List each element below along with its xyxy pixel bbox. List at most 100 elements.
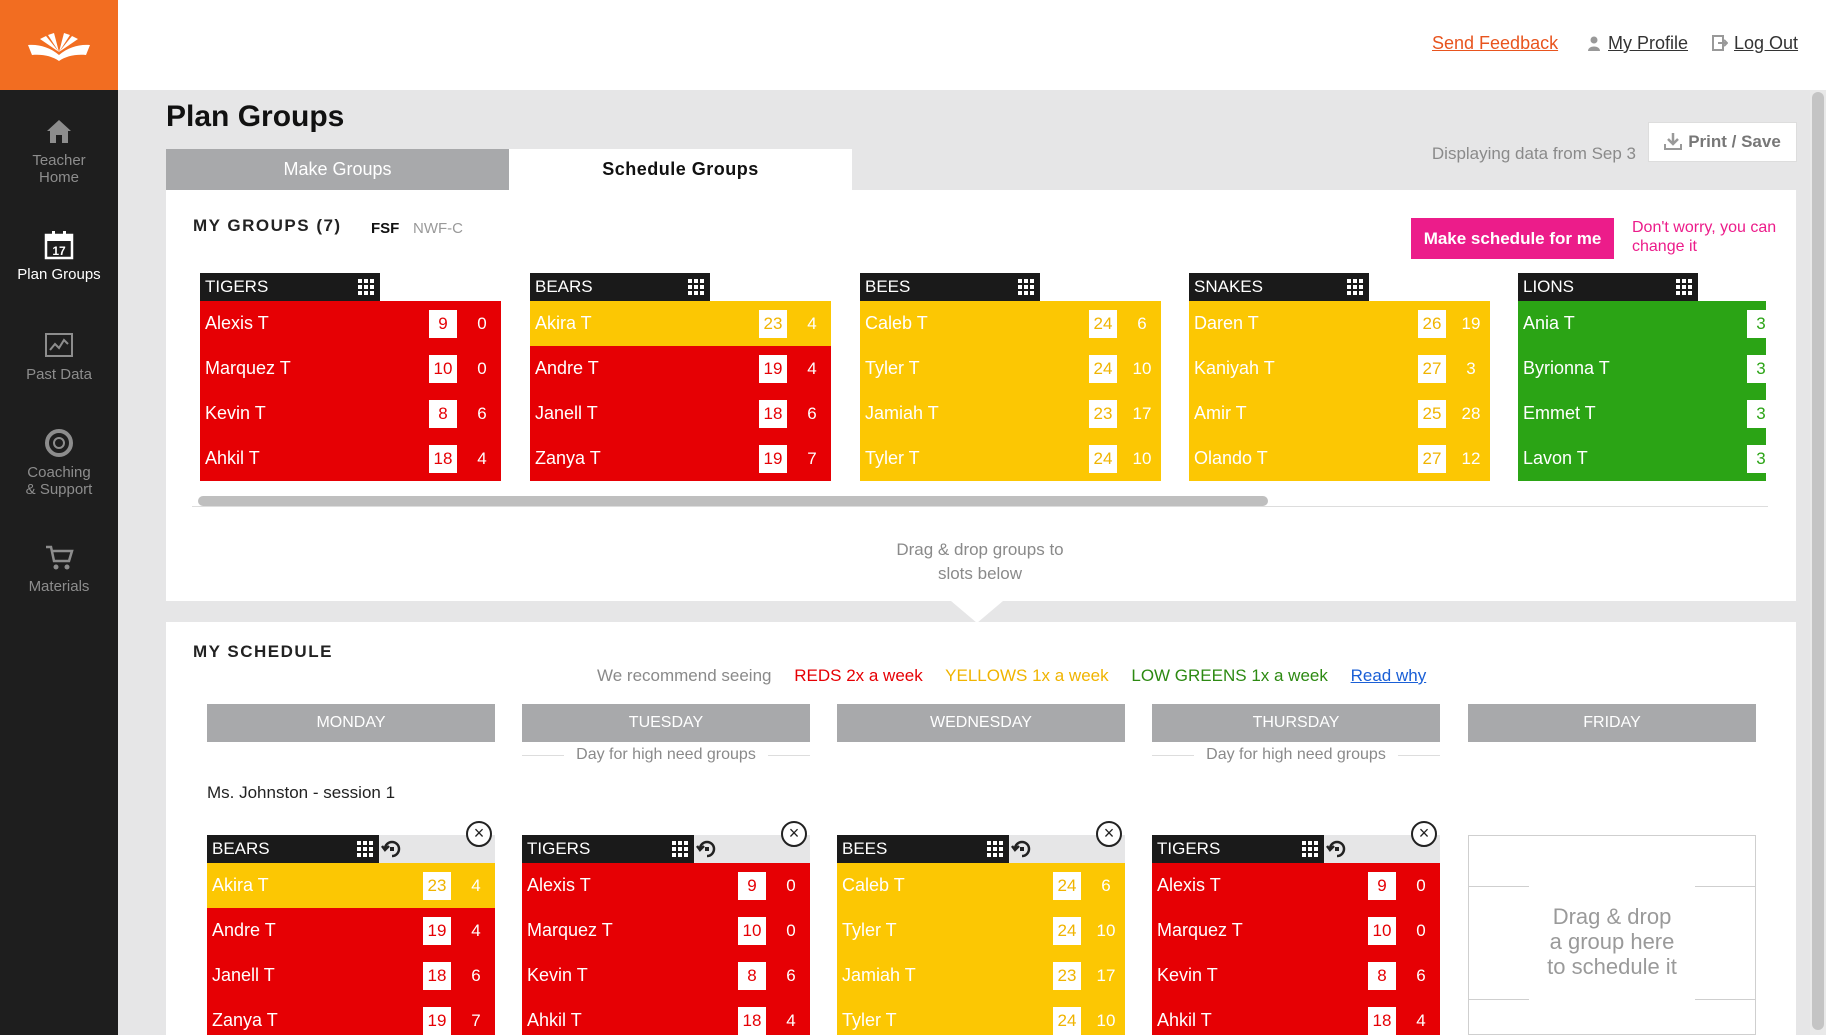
student-row[interactable]: Tyler T 24 10 — [837, 998, 1125, 1035]
student-row[interactable]: Janell T 18 6 — [207, 953, 495, 998]
swap-icon[interactable] — [1011, 838, 1033, 860]
student-row[interactable]: Daren T 26 19 — [1189, 301, 1490, 346]
student-row[interactable]: Kevin T 8 6 — [522, 953, 810, 998]
student-row[interactable]: Ahkil T 18 4 — [200, 436, 501, 481]
group-header[interactable]: BEES — [837, 835, 1009, 863]
group-header[interactable]: TIGERS — [522, 835, 694, 863]
student-row[interactable]: Zanya T 19 7 — [530, 436, 831, 481]
group-card[interactable]: TIGERS Alexis T 9 0 Marquez T 10 0 Kevin T 8 6 Ahk… — [1152, 835, 1440, 1035]
remove-slot-close-icon[interactable]: × — [1096, 821, 1122, 847]
group-card[interactable]: TIGERS Alexis T 9 0 Marquez T 10 0 Kevin T 8 6 Ahk… — [522, 835, 810, 1035]
student-row[interactable]: Marquez T 10 0 — [522, 908, 810, 953]
group-header[interactable]: LIONS — [1518, 273, 1698, 301]
sidebar-item-teacher-home[interactable]: Teacher Home — [0, 116, 118, 186]
swap-icon[interactable] — [696, 838, 718, 860]
group-card[interactable]: BEES Caleb T 24 6 Tyler T 24 10 Jamiah T 23 17 Tyl… — [860, 273, 1161, 481]
filter-nwf-c[interactable]: NWF-C — [413, 220, 463, 237]
student-row[interactable]: Andre T 19 4 — [530, 346, 831, 391]
group-header[interactable]: TIGERS — [200, 273, 380, 301]
student-name: Alexis T — [1157, 875, 1221, 895]
student-row[interactable]: Jamiah T 23 17 — [837, 953, 1125, 998]
empty-drop-slot[interactable]: Drag & drop a group here to schedule it — [1468, 835, 1756, 1035]
group-card[interactable]: SNAKES Daren T 26 19 Kaniyah T 27 3 Amir T 25 28 O… — [1189, 273, 1490, 481]
tab-schedule-groups[interactable]: Schedule Groups — [509, 149, 852, 190]
group-card[interactable]: LIONS Ania T 3 Byrionna T 3 Emmet T 3 Lavon T 3 — [1518, 273, 1766, 481]
grid-icon[interactable] — [357, 841, 373, 857]
group-header[interactable]: SNAKES — [1189, 273, 1369, 301]
student-row[interactable]: Ahkil T 18 4 — [522, 998, 810, 1035]
student-row[interactable]: Caleb T 24 6 — [860, 301, 1161, 346]
swap-icon[interactable] — [1326, 838, 1348, 860]
send-feedback-link[interactable]: Send Feedback — [1432, 33, 1559, 53]
grid-icon[interactable] — [1676, 279, 1692, 295]
student-row[interactable]: Caleb T 24 6 — [837, 863, 1125, 908]
student-row[interactable]: Tyler T 24 10 — [837, 908, 1125, 953]
make-schedule-button[interactable]: Make schedule for me — [1411, 218, 1614, 259]
group-header[interactable]: BEARS — [207, 835, 379, 863]
grid-icon[interactable] — [358, 279, 374, 295]
remove-slot-close-icon[interactable]: × — [781, 821, 807, 847]
student-row[interactable]: Kevin T 8 6 — [200, 391, 501, 436]
student-row[interactable]: Janell T 18 6 — [530, 391, 831, 436]
student-row[interactable]: Akira T 23 4 — [530, 301, 831, 346]
grid-icon[interactable] — [1018, 279, 1034, 295]
student-row[interactable]: Olando T 27 12 — [1189, 436, 1490, 481]
print-save-button[interactable]: Print / Save — [1648, 122, 1797, 162]
grid-icon[interactable] — [987, 841, 1003, 857]
tab-make-groups[interactable]: Make Groups — [166, 149, 509, 190]
student-row[interactable]: Tyler T 24 10 — [860, 346, 1161, 391]
student-row[interactable]: Alexis T 9 0 — [200, 301, 501, 346]
filter-fsf[interactable]: FSF — [371, 220, 400, 237]
groups-scrollbar-thumb[interactable] — [198, 496, 1268, 506]
remove-slot-close-icon[interactable]: × — [466, 821, 492, 847]
read-why-link[interactable]: Read why — [1350, 666, 1427, 685]
student-score: 23 — [759, 310, 787, 338]
student-score: 9 — [429, 310, 457, 338]
student-row[interactable]: Marquez T 10 0 — [200, 346, 501, 391]
student-row[interactable]: Byrionna T 3 — [1518, 346, 1766, 391]
sidebar-item-coaching-support[interactable]: Coaching & Support — [0, 428, 118, 498]
group-card[interactable]: BEARS Akira T 23 4 Andre T 19 4 Janell T 18 6 Zany… — [207, 835, 495, 1035]
group-card[interactable]: BEES Caleb T 24 6 Tyler T 24 10 Jamiah T 23 17 Tyl… — [837, 835, 1125, 1035]
grid-icon[interactable] — [688, 279, 704, 295]
student-row[interactable]: Marquez T 10 0 — [1152, 908, 1440, 953]
grid-icon[interactable] — [1302, 841, 1318, 857]
student-row[interactable]: Andre T 19 4 — [207, 908, 495, 953]
student-row[interactable]: Alexis T 9 0 — [1152, 863, 1440, 908]
recommend-greens: LOW GREENS 1x a week — [1131, 666, 1328, 685]
student-row[interactable]: Emmet T 3 — [1518, 391, 1766, 436]
student-row[interactable]: Ahkil T 18 4 — [1152, 998, 1440, 1035]
swap-icon[interactable] — [381, 838, 403, 860]
sidebar-item-past-data[interactable]: Past Data — [0, 330, 118, 383]
app-logo[interactable] — [0, 0, 118, 90]
student-row[interactable]: Amir T 25 28 — [1189, 391, 1490, 436]
student-row[interactable]: Lavon T 3 — [1518, 436, 1766, 481]
sidebar-item-plan-groups[interactable]: 17 Plan Groups — [0, 230, 118, 283]
student-row[interactable]: Tyler T 24 10 — [860, 436, 1161, 481]
my-profile-link[interactable]: My Profile — [1586, 33, 1688, 54]
page-scrollbar-thumb[interactable] — [1812, 92, 1824, 1030]
grid-icon[interactable] — [1347, 279, 1363, 295]
remove-slot-close-icon[interactable]: × — [1411, 821, 1437, 847]
student-row[interactable]: Alexis T 9 0 — [522, 863, 810, 908]
group-header[interactable]: BEES — [860, 273, 1040, 301]
student-row[interactable]: Kevin T 8 6 — [1152, 953, 1440, 998]
group-card[interactable]: TIGERS Alexis T 9 0 Marquez T 10 0 Kevin T 8 6 Ahk… — [200, 273, 501, 481]
sidebar-item-materials[interactable]: Materials — [0, 542, 118, 595]
group-header[interactable]: TIGERS — [1152, 835, 1324, 863]
student-score: 18 — [1368, 1007, 1396, 1035]
student-name: Andre T — [212, 920, 276, 940]
student-row[interactable]: Zanya T 19 7 — [207, 998, 495, 1035]
group-card[interactable]: BEARS Akira T 23 4 Andre T 19 4 Janell T 18 6 Zany… — [530, 273, 831, 481]
student-row[interactable]: Akira T 23 4 — [207, 863, 495, 908]
grid-icon[interactable] — [672, 841, 688, 857]
groups-scrollbar-track[interactable] — [192, 495, 1768, 507]
group-name: BEARS — [535, 277, 593, 296]
student-row[interactable]: Ania T 3 — [1518, 301, 1766, 346]
student-row[interactable]: Kaniyah T 27 3 — [1189, 346, 1490, 391]
log-out-link[interactable]: Log Out — [1712, 33, 1798, 54]
drop-slot-line — [1695, 886, 1755, 1000]
student-row[interactable]: Jamiah T 23 17 — [860, 391, 1161, 436]
group-header[interactable]: BEARS — [530, 273, 710, 301]
student-score: 25 — [1418, 400, 1446, 428]
